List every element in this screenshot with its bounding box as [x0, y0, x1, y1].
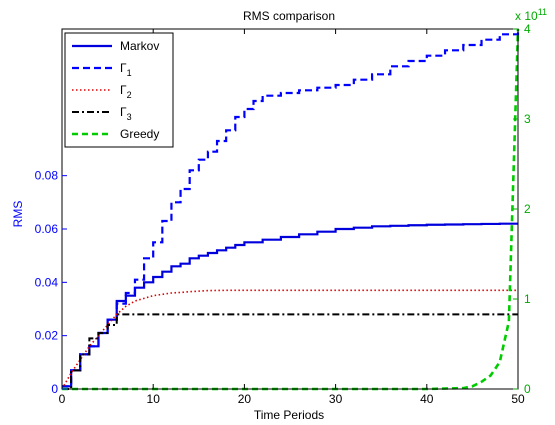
- y-axis-left-label: RMS: [11, 201, 25, 228]
- y-left-tick-label: 0.08: [35, 169, 59, 183]
- y-left-tick-label: 0.06: [35, 222, 59, 236]
- series-line-gamma3: [62, 313, 518, 390]
- legend-label-gamma1: Γ1: [120, 61, 132, 78]
- y-left-tick-label: 0.02: [35, 329, 59, 343]
- legend-label-markov: Markov: [120, 39, 159, 53]
- x-tick-label: 20: [238, 392, 252, 406]
- x-axis: 0 10 20 30 40 50: [59, 29, 525, 406]
- series-line-gamma1: [62, 31, 520, 388]
- y-axis-left: 0 0.02 0.04 0.06 0.08: [35, 169, 67, 396]
- y-right-tick-label: 0: [524, 382, 531, 396]
- y-left-tick-label: 0: [51, 382, 58, 396]
- x-tick-label: 40: [420, 392, 434, 406]
- y-right-tick-label: 1: [524, 292, 531, 306]
- y-right-tick-label: 4: [524, 22, 531, 36]
- legend: Markov Γ1 Γ2 Γ3 Greedy: [64, 32, 174, 148]
- x-tick-label: 10: [147, 392, 161, 406]
- x-tick-label: 0: [59, 392, 66, 406]
- y-right-tick-label: 2: [524, 202, 531, 216]
- series-line-markov: [62, 222, 518, 388]
- right-axis-exponent: x 1011: [515, 7, 547, 23]
- legend-label-gamma3: Γ3: [120, 105, 132, 122]
- chart-title: RMS comparison: [243, 9, 335, 23]
- legend-label-gamma2: Γ2: [120, 83, 132, 100]
- y-left-tick-label: 0.04: [35, 275, 59, 289]
- series-line-greedy: [62, 28, 520, 391]
- x-axis-label: Time Periods: [254, 408, 324, 422]
- x-tick-label: 50: [511, 392, 525, 406]
- legend-label-greedy: Greedy: [120, 127, 159, 141]
- y-right-tick-label: 3: [524, 112, 531, 126]
- legend-box: [64, 32, 174, 148]
- series-line-gamma2: [61, 289, 518, 390]
- x-tick-label: 30: [329, 392, 343, 406]
- y-axis-right: 0 1 2 3 4: [513, 22, 531, 396]
